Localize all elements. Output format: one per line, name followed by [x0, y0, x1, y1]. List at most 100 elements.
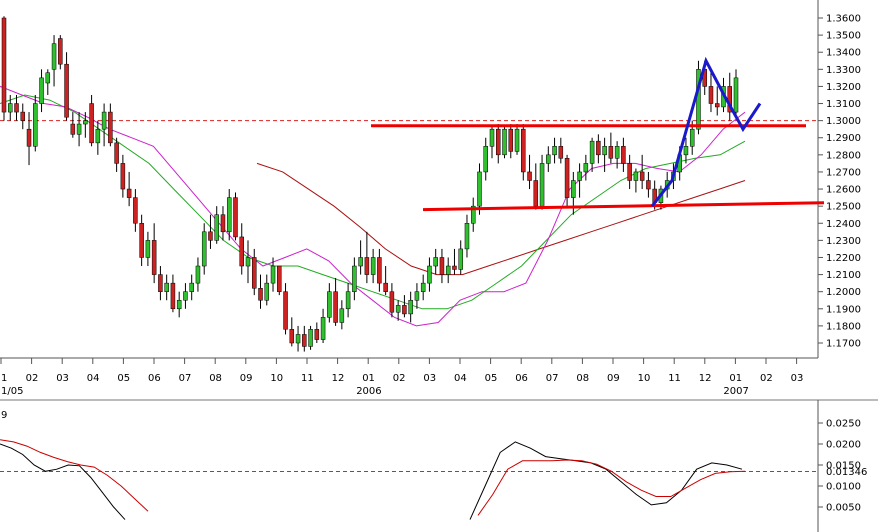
month-tick-label: 10	[638, 373, 651, 384]
month-tick-label: 12	[699, 373, 712, 384]
candle	[176, 291, 182, 318]
price-tick-label: 1.2300	[826, 236, 861, 247]
candle	[239, 223, 244, 275]
month-tick-label: 11	[301, 373, 314, 384]
price-tick-label: 1.2400	[826, 219, 861, 230]
candle	[277, 265, 282, 296]
candle	[270, 257, 276, 292]
pattern-line[interactable]	[650, 56, 762, 208]
candle	[95, 120, 101, 155]
candle	[358, 240, 363, 275]
candle	[496, 124, 501, 164]
candlestick-series	[1, 16, 739, 352]
price-tick-label: 1.1900	[826, 304, 861, 315]
candle	[564, 154, 570, 207]
candle	[64, 52, 69, 121]
candle	[164, 274, 169, 301]
candle	[114, 137, 119, 172]
candle	[320, 308, 326, 343]
candle	[220, 206, 226, 241]
candle	[126, 171, 132, 207]
time-axis: 1 02 03 04 05 06 07 08 09 10 11 12 01 02 03 04 05 06 07 08 0…	[0, 358, 804, 397]
candle	[427, 257, 432, 292]
candle	[514, 124, 520, 155]
candle	[283, 283, 288, 335]
candle	[633, 168, 639, 193]
price-tick-label: 1.3300	[826, 65, 861, 76]
month-tick-label: 05	[117, 373, 130, 384]
price-tick-label: 1.3200	[826, 82, 861, 93]
candle	[245, 240, 251, 284]
candle	[51, 35, 57, 87]
price-tick-label: 1.3600	[826, 14, 861, 25]
candle	[733, 69, 739, 118]
candle	[89, 94, 94, 147]
candle	[33, 94, 38, 152]
candle	[708, 69, 714, 113]
month-tick-label: 03	[791, 373, 804, 384]
candle	[602, 137, 607, 172]
candle	[226, 189, 232, 241]
candle	[151, 223, 157, 284]
month-tick-label: 04	[87, 373, 100, 384]
candle	[108, 103, 113, 147]
price-panel: 1.1700 1.1800 1.1900 1.2000 1.2100 1.2200 1.23…	[0, 0, 861, 397]
candle	[345, 283, 351, 318]
candle	[414, 283, 420, 309]
price-tick-label: 1.2700	[826, 167, 861, 178]
price-tick-label: 1.3400	[826, 48, 861, 59]
oscillator-lines	[0, 439, 746, 520]
candle	[139, 214, 144, 267]
candle	[589, 137, 595, 172]
support-line[interactable]	[422, 201, 825, 212]
candle	[20, 103, 26, 130]
candle	[26, 112, 32, 166]
candle	[558, 137, 564, 164]
candle	[470, 197, 476, 232]
month-tick-label: 01	[362, 373, 375, 384]
year-label: 2006	[356, 386, 381, 397]
candle	[683, 137, 689, 164]
price-tick-label: 1.2100	[826, 270, 861, 281]
candle	[145, 231, 151, 267]
candle	[295, 325, 301, 352]
candle	[333, 278, 338, 326]
candle	[258, 274, 263, 309]
candle	[308, 325, 313, 350]
month-tick-label: 07	[179, 373, 192, 384]
candle	[646, 171, 651, 198]
month-tick-label: 05	[485, 373, 498, 384]
candle	[508, 124, 514, 159]
osc-series-line	[0, 443, 126, 520]
month-tick-label: 04	[454, 373, 467, 384]
candle	[483, 137, 488, 181]
candle	[83, 112, 88, 138]
candle	[439, 248, 445, 284]
candle	[583, 154, 589, 181]
candle	[714, 86, 720, 116]
month-tick-label: 06	[148, 373, 161, 384]
trend-drawings	[371, 56, 825, 212]
month-tick-label: 02	[760, 373, 773, 384]
candle	[233, 192, 238, 241]
candle	[76, 112, 82, 147]
year-label: 2007	[723, 386, 748, 397]
osc-tick-label: 0.0150	[826, 461, 861, 472]
price-tick-label: 1.2900	[826, 133, 861, 144]
ma-slow-line	[256, 162, 746, 276]
candle	[1, 16, 7, 121]
candle	[45, 69, 51, 95]
candle	[577, 163, 582, 198]
candle	[352, 257, 357, 301]
candle	[289, 317, 295, 347]
osc-tick-label: 0.0200	[826, 440, 861, 451]
candle	[70, 112, 76, 138]
candle	[14, 94, 19, 121]
month-tick-label: 09	[240, 373, 253, 384]
candle	[552, 137, 557, 164]
candle	[608, 132, 614, 164]
candle	[183, 283, 188, 309]
candle	[208, 214, 213, 249]
month-tick-label: 02	[26, 373, 39, 384]
candle	[339, 300, 345, 330]
